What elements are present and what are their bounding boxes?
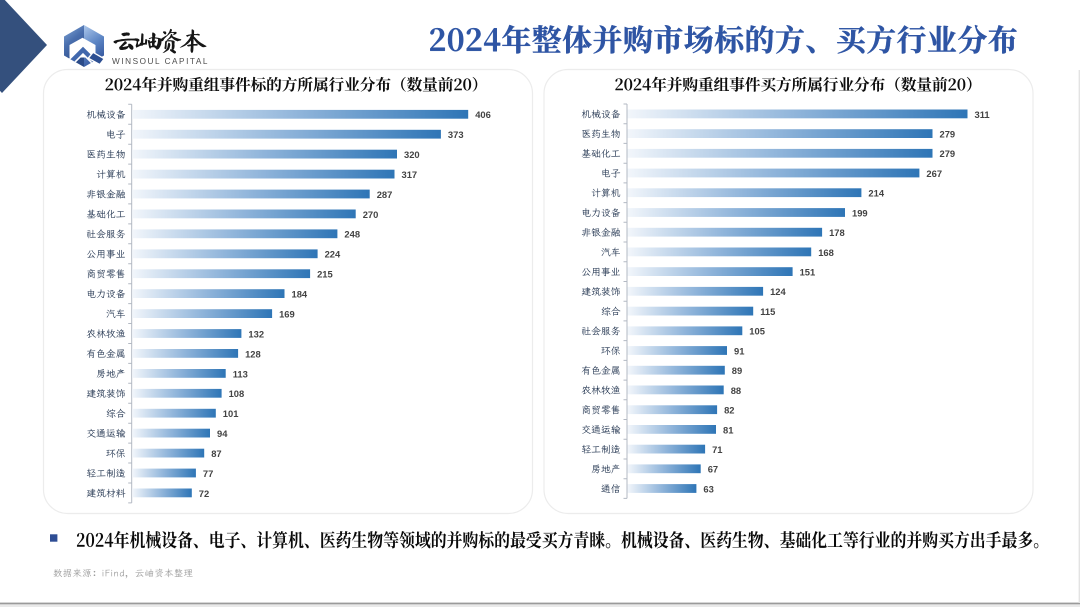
svg-text:279: 279 xyxy=(940,129,956,140)
svg-text:279: 279 xyxy=(940,148,956,159)
svg-text:105: 105 xyxy=(749,326,765,337)
svg-text:224: 224 xyxy=(325,249,341,260)
svg-text:406: 406 xyxy=(475,109,491,120)
svg-text:168: 168 xyxy=(818,247,834,258)
svg-text:128: 128 xyxy=(245,348,261,359)
svg-text:89: 89 xyxy=(732,365,742,376)
svg-text:215: 215 xyxy=(317,269,333,280)
svg-text:317: 317 xyxy=(402,169,418,180)
svg-text:81: 81 xyxy=(723,424,733,435)
svg-text:311: 311 xyxy=(975,109,990,120)
svg-text:94: 94 xyxy=(217,428,228,439)
svg-text:199: 199 xyxy=(852,207,868,218)
svg-text:373: 373 xyxy=(448,129,464,140)
svg-text:169: 169 xyxy=(279,309,295,320)
svg-text:287: 287 xyxy=(377,189,393,200)
svg-text:63: 63 xyxy=(703,483,713,494)
svg-text:270: 270 xyxy=(363,209,379,220)
svg-text:151: 151 xyxy=(800,267,816,278)
svg-text:115: 115 xyxy=(760,306,775,317)
svg-text:101: 101 xyxy=(223,408,239,419)
svg-text:WINSOUL CAPITAL: WINSOUL CAPITAL xyxy=(112,57,209,66)
svg-text:91: 91 xyxy=(734,345,744,356)
svg-text:267: 267 xyxy=(926,168,942,179)
svg-text:184: 184 xyxy=(292,289,308,300)
svg-text:71: 71 xyxy=(712,444,722,455)
svg-text:77: 77 xyxy=(203,468,213,479)
svg-text:248: 248 xyxy=(344,229,360,240)
svg-text:67: 67 xyxy=(708,464,718,475)
svg-text:108: 108 xyxy=(229,388,245,399)
svg-text:214: 214 xyxy=(868,188,884,199)
svg-text:87: 87 xyxy=(211,448,221,459)
svg-text:113: 113 xyxy=(233,368,248,379)
svg-text:132: 132 xyxy=(248,328,264,339)
svg-text:82: 82 xyxy=(724,405,734,416)
svg-text:88: 88 xyxy=(731,385,741,396)
svg-text:124: 124 xyxy=(770,286,786,297)
svg-text:72: 72 xyxy=(199,488,209,499)
svg-text:178: 178 xyxy=(829,227,845,238)
svg-text:320: 320 xyxy=(404,149,420,160)
